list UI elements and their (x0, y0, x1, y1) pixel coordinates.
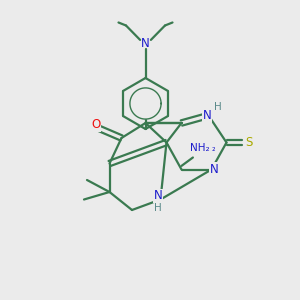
Text: N: N (154, 189, 163, 203)
Text: NH₂: NH₂ (190, 143, 210, 153)
Text: ₂: ₂ (211, 144, 215, 153)
Text: N: N (202, 109, 211, 122)
Text: NH: NH (192, 142, 207, 152)
Text: N: N (209, 163, 218, 176)
Text: H: H (214, 101, 221, 112)
Text: O: O (92, 118, 100, 131)
Text: S: S (245, 136, 253, 149)
Text: H: H (154, 203, 162, 213)
Text: N: N (141, 37, 150, 50)
